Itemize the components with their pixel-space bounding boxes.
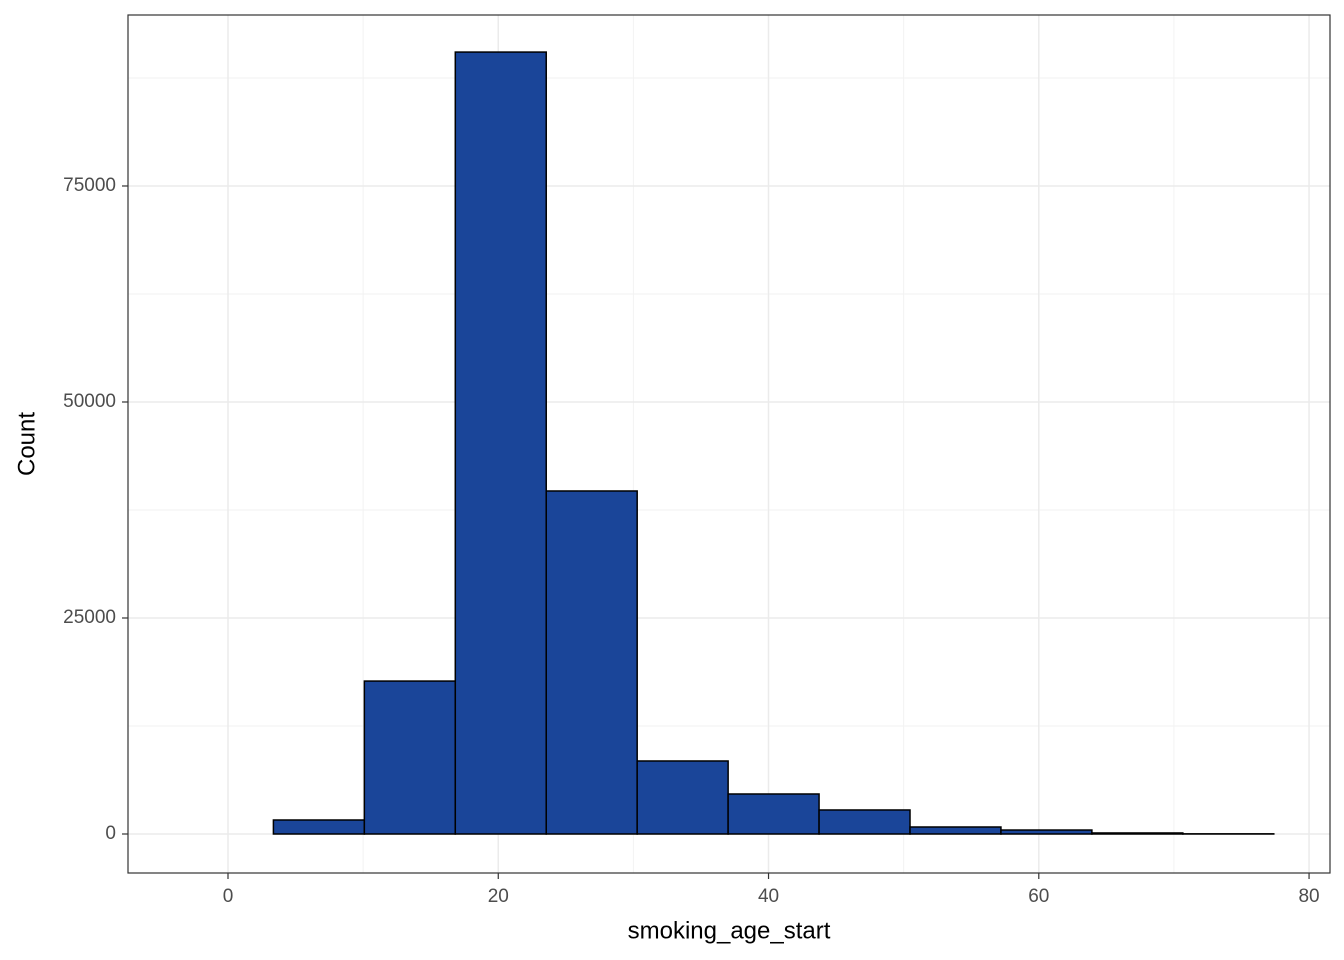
bar xyxy=(1000,829,1093,835)
x-tick-label: 80 xyxy=(1298,886,1319,907)
x-axis-label: smoking_age_start xyxy=(628,917,831,944)
y-axis-label: Count xyxy=(13,412,40,476)
panel-border xyxy=(127,14,1331,874)
x-tick-label: 20 xyxy=(488,886,509,907)
bar xyxy=(909,826,1002,835)
y-tick-label: 75000 xyxy=(63,175,116,196)
x-tick-label: 0 xyxy=(223,886,234,907)
y-tick-label: 50000 xyxy=(63,391,116,412)
bar xyxy=(818,809,911,835)
x-tick-label: 40 xyxy=(758,886,779,907)
bar xyxy=(636,760,729,835)
bar xyxy=(545,490,638,835)
bar xyxy=(454,51,547,835)
y-tick-label: 25000 xyxy=(63,607,116,628)
bar xyxy=(272,819,366,835)
bar xyxy=(727,793,820,835)
bar xyxy=(363,680,457,835)
bar xyxy=(1091,832,1184,835)
y-tick-label: 0 xyxy=(105,823,116,844)
x-tick-label: 60 xyxy=(1028,886,1049,907)
